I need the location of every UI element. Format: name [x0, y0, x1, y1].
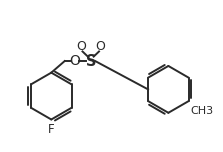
Text: CH3: CH3 [191, 105, 214, 116]
Text: O: O [95, 40, 105, 53]
Text: F: F [48, 123, 55, 136]
Text: S: S [85, 54, 96, 69]
Text: O: O [76, 40, 86, 53]
Text: O: O [69, 54, 80, 68]
